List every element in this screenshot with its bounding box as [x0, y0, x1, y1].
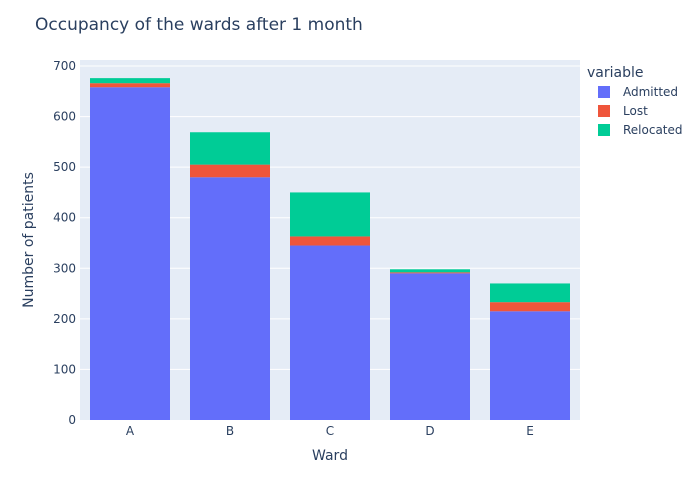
y-axis-title: Number of patients [21, 172, 37, 308]
legend-swatch-admitted[interactable] [598, 86, 610, 98]
x-tick-label: E [526, 424, 534, 438]
bar-relocated-c[interactable] [290, 192, 370, 237]
bar-admitted-c[interactable] [290, 245, 370, 420]
y-tick-labels: 0 100 200 300 400 500 600 700 [53, 59, 76, 427]
y-tick-label: 400 [53, 211, 76, 225]
bar-relocated-d[interactable] [390, 269, 470, 273]
x-tick-labels: A B C D E [126, 424, 534, 438]
bar-relocated-e[interactable] [490, 283, 570, 303]
legend-label-lost[interactable]: Lost [623, 104, 648, 118]
bar-admitted-a[interactable] [90, 87, 170, 421]
bar-admitted-d[interactable] [390, 273, 470, 420]
y-tick-label: 0 [68, 413, 76, 427]
bar-admitted-b[interactable] [190, 177, 270, 420]
bar-relocated-a[interactable] [90, 78, 170, 84]
y-tick-label: 300 [53, 261, 76, 275]
y-tick-label: 200 [53, 312, 76, 326]
legend-label-relocated[interactable]: Relocated [623, 123, 683, 137]
y-tick-label: 500 [53, 160, 76, 174]
x-axis-title: Ward [312, 448, 348, 464]
legend[interactable]: variable Admitted Lost Relocated [587, 65, 683, 137]
bar-lost-b[interactable] [190, 164, 270, 178]
x-tick-label: D [425, 424, 434, 438]
bar-admitted-e[interactable] [490, 311, 570, 420]
legend-label-admitted[interactable]: Admitted [623, 85, 678, 99]
chart-title: Occupancy of the wards after 1 month [35, 15, 363, 35]
x-tick-label: B [226, 424, 234, 438]
legend-swatch-relocated[interactable] [598, 124, 610, 136]
bar-relocated-b[interactable] [190, 132, 270, 165]
x-tick-label: C [326, 424, 334, 438]
bars [90, 78, 570, 421]
legend-title: variable [587, 65, 643, 81]
bar-lost-c[interactable] [290, 236, 370, 246]
y-tick-label: 600 [53, 110, 76, 124]
bar-lost-d[interactable] [390, 272, 470, 274]
y-tick-label: 700 [53, 59, 76, 73]
x-tick-label: A [126, 424, 135, 438]
bar-lost-e[interactable] [490, 302, 570, 312]
y-tick-label: 100 [53, 362, 76, 376]
bar-lost-a[interactable] [90, 83, 170, 88]
legend-swatch-lost[interactable] [598, 105, 610, 117]
